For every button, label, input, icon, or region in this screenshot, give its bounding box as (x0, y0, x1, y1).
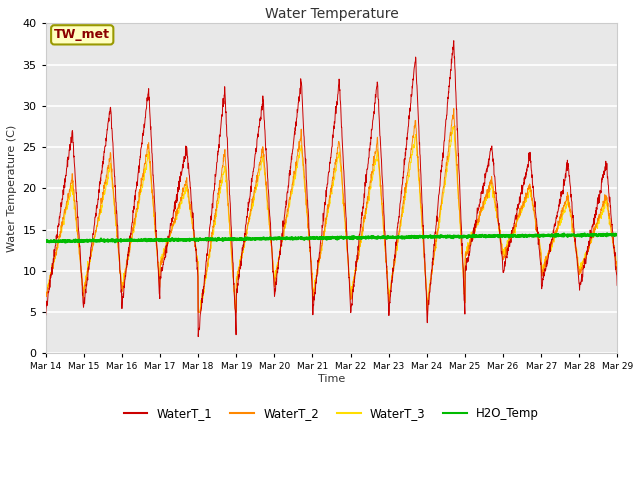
Line: WaterT_1: WaterT_1 (45, 41, 618, 336)
WaterT_3 (202, 277, 209, 283)
WaterT_3 (450, 124, 458, 130)
WaterT_3 (614, 268, 621, 274)
H2O_Temp (202, 236, 209, 241)
WaterT_3 (579, 258, 587, 264)
H2O_Temp (579, 232, 587, 238)
H2O_Temp (498, 233, 506, 239)
WaterT_3 (349, 283, 356, 289)
WaterT_2 (361, 214, 369, 220)
Legend: WaterT_1, WaterT_2, WaterT_3, H2O_Temp: WaterT_1, WaterT_2, WaterT_3, H2O_Temp (119, 402, 544, 425)
WaterT_2 (579, 260, 587, 265)
WaterT_1 (42, 312, 49, 318)
WaterT_3 (42, 294, 49, 300)
H2O_Temp (563, 232, 571, 238)
H2O_Temp (349, 234, 356, 240)
Text: TW_met: TW_met (54, 28, 110, 41)
H2O_Temp (604, 231, 611, 237)
WaterT_2 (499, 247, 506, 253)
WaterT_1 (450, 38, 458, 44)
WaterT_2 (450, 106, 458, 111)
WaterT_2 (614, 269, 621, 275)
WaterT_2 (202, 276, 209, 282)
WaterT_1 (614, 283, 621, 289)
WaterT_2 (195, 309, 202, 315)
Line: WaterT_2: WaterT_2 (45, 108, 618, 312)
WaterT_2 (349, 286, 356, 292)
Line: H2O_Temp: H2O_Temp (45, 234, 618, 242)
WaterT_2 (42, 293, 49, 299)
WaterT_3 (195, 309, 202, 315)
WaterT_2 (564, 190, 572, 195)
WaterT_1 (499, 254, 506, 260)
WaterT_1 (564, 157, 572, 163)
Title: Water Temperature: Water Temperature (265, 7, 399, 21)
Line: WaterT_3: WaterT_3 (45, 127, 618, 312)
WaterT_1 (361, 185, 369, 191)
WaterT_1 (202, 268, 209, 274)
H2O_Temp (614, 231, 621, 237)
WaterT_3 (361, 215, 369, 221)
H2O_Temp (42, 238, 49, 244)
X-axis label: Time: Time (318, 374, 345, 384)
H2O_Temp (361, 235, 369, 240)
Y-axis label: Water Temperature (C): Water Temperature (C) (7, 125, 17, 252)
WaterT_1 (349, 298, 356, 304)
H2O_Temp (61, 240, 69, 245)
WaterT_1 (195, 334, 202, 339)
WaterT_3 (564, 198, 572, 204)
WaterT_1 (579, 266, 587, 272)
WaterT_3 (499, 246, 506, 252)
